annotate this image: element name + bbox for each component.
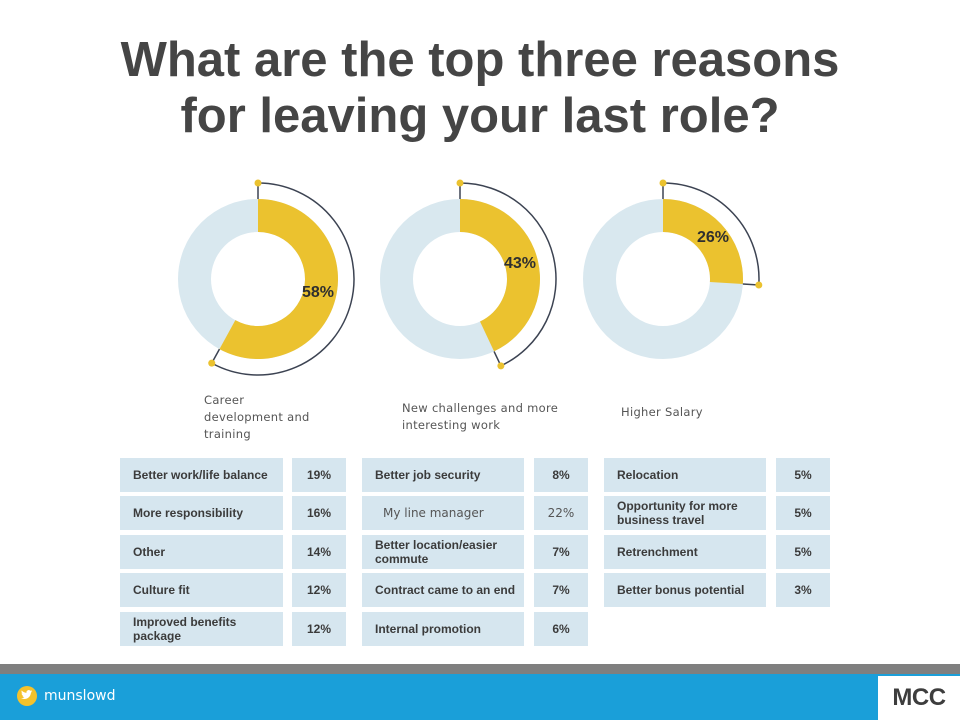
arc-start-dot — [456, 179, 464, 187]
donut-value-segment — [663, 199, 743, 285]
reason-percentage: 14% — [292, 535, 346, 569]
twitter-handle[interactable]: munslowd — [44, 688, 116, 704]
donut-1: 58% — [178, 179, 355, 376]
donut-value-label: 58% — [302, 284, 334, 301]
twitter-icon[interactable] — [17, 686, 37, 706]
reason-label: Contract came to an end — [362, 573, 524, 607]
reason-label: Opportunity for more business travel — [604, 496, 766, 530]
donut-value-segment — [460, 199, 541, 352]
reason-percentage: 7% — [534, 573, 588, 607]
reason-percentage: 8% — [534, 458, 588, 492]
value-arc — [211, 182, 355, 376]
footer-divider — [0, 664, 960, 674]
reason-percentage: 7% — [534, 535, 588, 569]
arc-start-dot — [659, 179, 667, 187]
reason-label: Better location/easier commute — [362, 535, 524, 569]
reason-percentage: 22% — [534, 496, 588, 530]
reason-label: My line manager — [362, 496, 524, 530]
caption-career: Career development and training — [204, 393, 310, 441]
reason-label: Other — [120, 535, 283, 569]
title-line-1: What are the top three reasons — [120, 33, 840, 87]
arc-end-dot — [208, 359, 216, 367]
reason-label: Better work/life balance — [120, 458, 283, 492]
reason-label: More responsibility — [120, 496, 283, 530]
reason-label: Better job security — [362, 458, 524, 492]
reason-percentage: 12% — [292, 573, 346, 607]
reason-label: Better bonus potential — [604, 573, 766, 607]
value-arc — [459, 182, 557, 367]
reason-percentage: 3% — [776, 573, 830, 607]
footer-bar — [0, 674, 960, 720]
caption-challenges: New challenges and more interesting work — [402, 401, 559, 432]
caption-salary: Higher Salary — [621, 405, 703, 419]
reason-percentage: 5% — [776, 535, 830, 569]
donut-value-label: 26% — [697, 229, 729, 246]
reason-label: Improved benefits package — [120, 612, 283, 646]
arc-end-dot — [755, 281, 763, 289]
reason-percentage: 12% — [292, 612, 346, 646]
reason-percentage: 19% — [292, 458, 346, 492]
donut-value-label: 43% — [504, 255, 536, 272]
slide-title: What are the top three reasons for leavi… — [0, 32, 960, 144]
reason-label: Retrenchment — [604, 535, 766, 569]
arc-start-dot — [254, 179, 262, 187]
value-arc — [662, 182, 760, 286]
arc-end-dot — [497, 362, 505, 370]
reason-percentage: 6% — [534, 612, 588, 646]
title-line-2: for leaving your last role? — [180, 89, 780, 143]
donut-value-segment — [219, 199, 338, 359]
reason-label: Internal promotion — [362, 612, 524, 646]
reason-percentage: 5% — [776, 496, 830, 530]
reason-label: Culture fit — [120, 573, 283, 607]
mcc-logo: MCC — [878, 676, 960, 720]
reason-percentage: 5% — [776, 458, 830, 492]
donut-2: 43% — [380, 179, 557, 370]
donut-charts: 58% 43% 26% — [178, 179, 763, 376]
reason-label: Relocation — [604, 458, 766, 492]
donut-3: 26% — [583, 179, 763, 359]
reason-percentage: 16% — [292, 496, 346, 530]
